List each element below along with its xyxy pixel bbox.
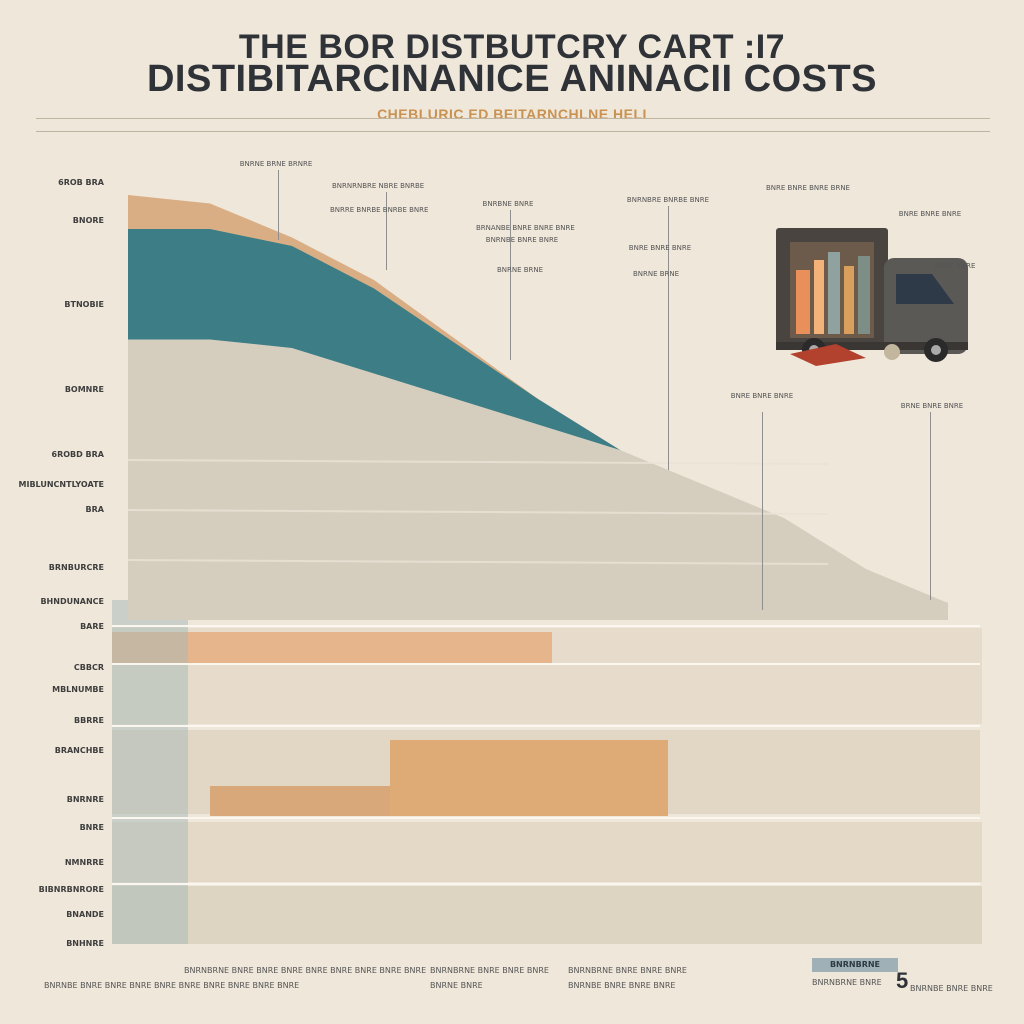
- delivery-truck-icon: [776, 222, 972, 370]
- y-axis-label: BRNBURCRE: [48, 563, 104, 572]
- header-rule-top: [36, 118, 990, 119]
- background-band-8: [112, 600, 188, 944]
- footnote-text: BNRNBE BNRE BNRE BNRE: [568, 981, 676, 990]
- annotation-label: BNRBNE BNRE: [482, 200, 534, 208]
- y-axis-label: BRANCHBE: [54, 746, 104, 755]
- annotation-label: BRNE BNRE: [934, 262, 976, 270]
- y-axis-label: BNANDE: [66, 910, 104, 919]
- annotation-label: BNRNBE BNRE BNRE: [485, 236, 559, 244]
- footnote-text: BNRNBE BNRE BNRE BNRE BNRE BNRE BNRE BNR…: [44, 981, 300, 990]
- header-rule-bottom: [36, 131, 990, 132]
- y-axis-label: BTNOBIE: [64, 300, 104, 309]
- footnote-text: BNRNBRNE BNRE BNRE BNRE BNRE BNRE BNRE B…: [184, 966, 427, 975]
- y-axis-label: BNRE: [79, 823, 104, 832]
- y-axis-label: BOMNRE: [64, 385, 104, 394]
- annotation-label: BNRE BNRE BNRE: [628, 244, 692, 252]
- annotation-leader-line: [668, 206, 669, 470]
- annotation-leader-line: [386, 192, 387, 270]
- annotation-label: BNRE BNRE BNRE BRNE: [766, 184, 850, 192]
- chart-title-line2: DISTIBITARCINANICE ANINACII COSTS: [146, 58, 878, 100]
- annotation-leader-line: [278, 170, 279, 240]
- footnote-text: BNRNE BNRE: [430, 981, 483, 990]
- area-streak-3: [127, 559, 829, 565]
- background-band-4: [390, 740, 668, 816]
- y-axis-label: BHNDUNANCE: [40, 597, 104, 606]
- annotation-label: BNRNE BRNE: [632, 270, 680, 278]
- annotation-label: BRNE BNRE BNRE: [900, 402, 964, 410]
- footnote-text: BNRNBRNE BNRE BNRE BNRE: [430, 966, 549, 975]
- y-axis-label: BBRRE: [74, 716, 104, 725]
- background-band-6: [112, 822, 982, 882]
- y-axis-label: BNRNRE: [66, 795, 104, 804]
- y-axis-label: NMNRRE: [64, 858, 104, 867]
- annotation-label: BNRNBRE BNRBE BNRE: [626, 196, 710, 204]
- area-streak-2: [127, 509, 829, 515]
- y-axis-label: BARE: [80, 622, 104, 631]
- y-axis-label: 6ROB BRA: [58, 178, 104, 187]
- annotation-label: BNRNE BRNE BRNRE: [239, 160, 313, 168]
- y-axis-label: CBBCR: [73, 663, 104, 672]
- annotation-label: BNRRE BNRBE BNRBE BNRE: [330, 206, 429, 214]
- badge-caption: BNRNBRNE BNRE: [812, 978, 882, 987]
- badge-label: BNRNBRNE: [812, 958, 898, 972]
- area-streak-1: [127, 459, 829, 465]
- annotation-leader-line: [930, 412, 931, 600]
- annotation-label: BRNANBE BNRE BNRE BNRE: [476, 224, 575, 232]
- annotation-label: BNRE BNRE BNRE: [898, 210, 962, 218]
- footnote-text: BNRNBRNE BNRE BNRE BNRE: [568, 966, 687, 975]
- badge-number: 5: [896, 968, 909, 993]
- y-axis-label: BRA: [85, 505, 104, 514]
- background-band-7: [112, 886, 982, 944]
- y-axis-label: BNORE: [72, 216, 104, 225]
- background-band-5: [210, 786, 390, 816]
- annotation-leader-line: [510, 210, 511, 360]
- annotation-label: BNRNRNBRE NBRE BNRBE: [332, 182, 425, 190]
- y-axis-label: MBLNUMBE: [52, 685, 104, 694]
- annotation-label: BNRNE BRNE: [496, 266, 544, 274]
- annotation-label: BNRE BNRE BNRE: [730, 392, 794, 400]
- y-axis-label: MIBLUNCNTLYOATE: [18, 480, 105, 489]
- annotation-leader-line: [762, 412, 763, 610]
- footnote-text: BNRNBE BNRE BNRE: [910, 984, 993, 993]
- y-axis-label: BNHNRE: [66, 939, 104, 948]
- y-axis-label: 6ROBD BRA: [51, 450, 105, 459]
- area-series-3: [128, 339, 948, 620]
- chart-title-line1: THE BOR DISTBUTCRY CART :I7: [238, 28, 786, 66]
- y-axis-label: BIBNRBNRORE: [38, 885, 104, 894]
